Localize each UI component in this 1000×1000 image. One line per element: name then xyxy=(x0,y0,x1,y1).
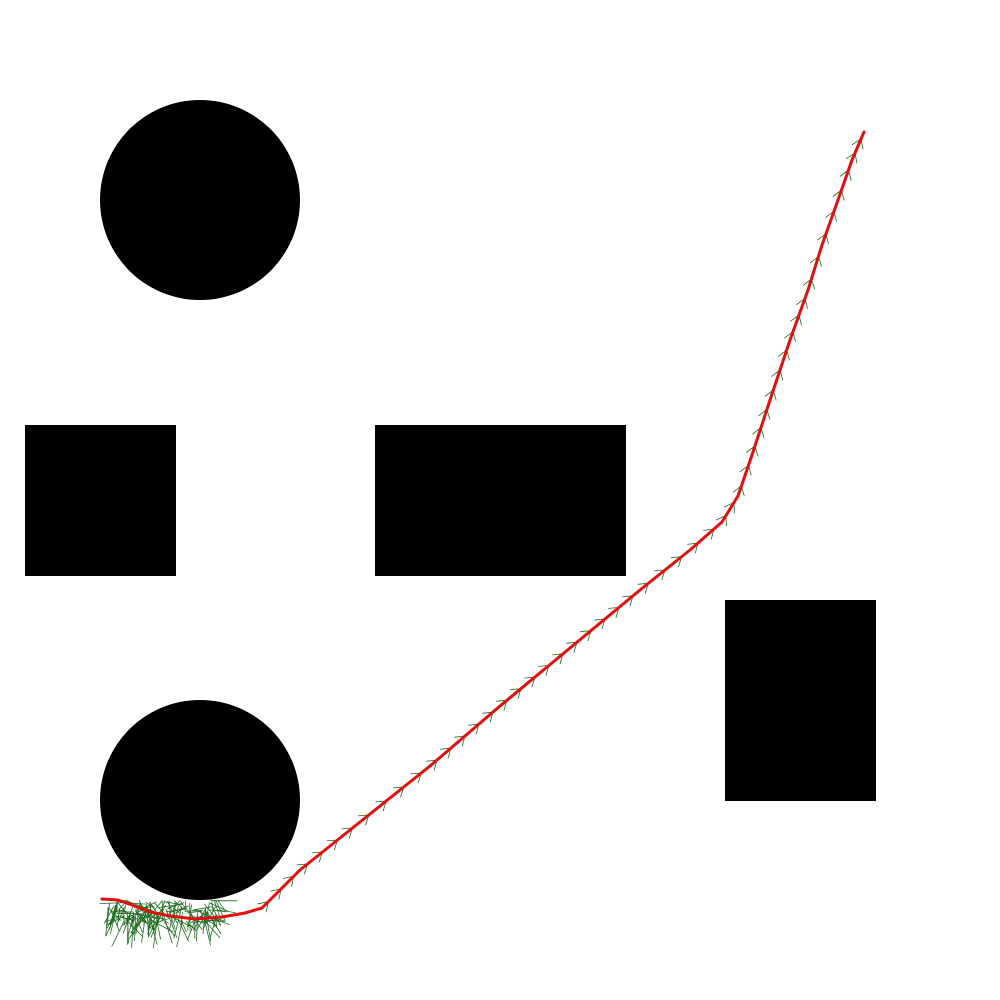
solution-path xyxy=(100,130,866,921)
tree-edge xyxy=(105,906,109,937)
tree-edge xyxy=(124,910,140,922)
tree-edge xyxy=(103,905,115,924)
tree-edge xyxy=(206,911,222,935)
tree-edge xyxy=(116,908,120,927)
tree-edge xyxy=(171,916,196,929)
tree-edge xyxy=(109,904,117,925)
tree-edge xyxy=(148,919,164,929)
tree-edge xyxy=(143,904,147,926)
tree-edge xyxy=(128,915,146,939)
obstacle-circle-top-left xyxy=(100,100,300,300)
tree-edge xyxy=(185,920,197,932)
obstacle-circle-bottom-left xyxy=(100,700,300,900)
tree-edge xyxy=(149,903,153,918)
obstacle-rectangle-center xyxy=(375,425,626,576)
tree-edge xyxy=(123,916,126,925)
tree-edge xyxy=(111,921,125,947)
obstacles-layer xyxy=(25,100,876,900)
tree-edge xyxy=(168,909,175,931)
tree-edge xyxy=(167,901,173,912)
tree-edge xyxy=(149,901,158,914)
tree-edge xyxy=(115,901,127,913)
tree-edge xyxy=(139,913,152,929)
obstacle-rectangle-right xyxy=(725,600,876,801)
tree-edge xyxy=(152,916,159,949)
tree-edge xyxy=(99,902,123,904)
obstacle-square-left xyxy=(25,425,176,576)
tree-edge xyxy=(162,913,173,944)
tree-edge xyxy=(122,915,144,938)
tree-edge xyxy=(203,918,211,946)
tree-edge xyxy=(165,909,178,938)
tree-edge xyxy=(163,921,176,937)
tree-edge xyxy=(110,910,120,931)
tree-edge xyxy=(106,902,110,924)
tree-edge xyxy=(217,900,226,912)
tree-edge xyxy=(201,919,224,923)
tree-edge xyxy=(180,911,183,927)
tree-edge xyxy=(167,903,179,910)
tree-edge xyxy=(180,901,194,919)
tree-edge xyxy=(127,900,153,912)
tree-edge xyxy=(192,906,213,911)
tree-edge xyxy=(134,917,136,942)
tree-edge xyxy=(153,904,166,933)
tree-edge xyxy=(153,913,155,934)
tree-edge xyxy=(139,903,146,919)
tree-edge xyxy=(108,906,119,930)
tree-edge xyxy=(184,900,187,912)
tree-edge xyxy=(187,910,203,914)
tree-edge xyxy=(137,920,143,933)
tree-edge xyxy=(145,901,155,908)
tree-edge xyxy=(187,921,195,941)
tree-edge xyxy=(178,920,190,942)
tree-edge xyxy=(117,902,134,924)
tree-edge xyxy=(122,904,134,934)
tree-edge xyxy=(126,918,129,945)
tree-edge xyxy=(208,902,229,912)
